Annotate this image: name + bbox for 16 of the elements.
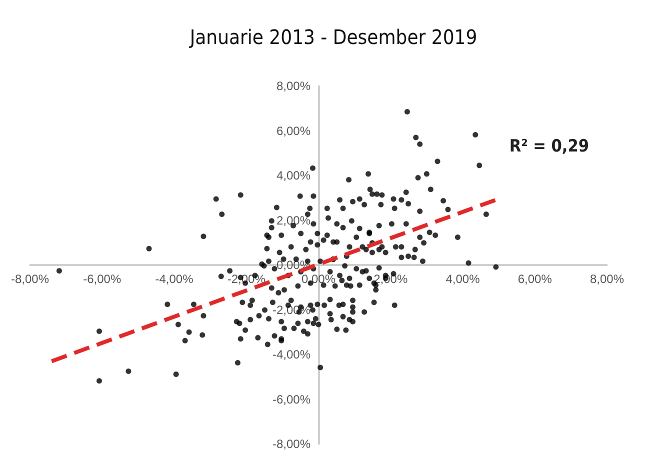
- y-tick-label: -4,00%: [272, 348, 311, 362]
- x-tick-label: 4,00%: [446, 272, 480, 286]
- y-tick-label: -6,00%: [272, 392, 311, 406]
- y-tick-label: 8,00%: [276, 79, 311, 93]
- x-tick-label: -4,00%: [155, 272, 194, 286]
- annotation: R² = 0,29: [509, 136, 589, 156]
- y-tick-label: 6,00%: [276, 124, 311, 138]
- chart-title: Januarie 2013 - Desember 2019: [188, 25, 478, 49]
- x-tick-label: 8,00%: [590, 272, 624, 286]
- x-tick-label: 0,00%: [301, 272, 336, 286]
- y-tick-label: 2,00%: [276, 213, 311, 228]
- x-tick-label: -8,00%: [10, 272, 50, 286]
- y-tick-label: 4,00%: [276, 168, 311, 182]
- y-tick-label: -8,00%: [272, 437, 311, 451]
- x-tick-label: 6,00%: [518, 272, 552, 286]
- x-tick-label: -6,00%: [83, 272, 122, 286]
